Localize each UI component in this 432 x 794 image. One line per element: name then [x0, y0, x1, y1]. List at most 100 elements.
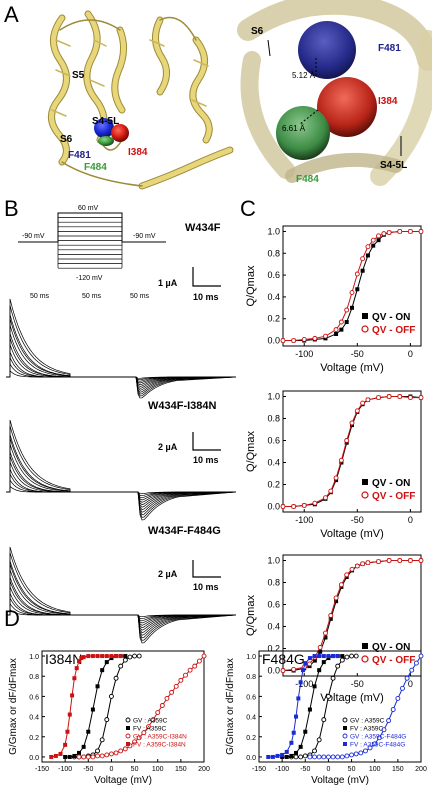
data-point	[339, 754, 345, 760]
data-point	[307, 754, 313, 760]
data-point	[141, 730, 147, 736]
x-tick-label: 0	[408, 515, 413, 525]
data-point	[150, 717, 156, 723]
label-s6-right: S6	[251, 26, 264, 37]
data-point	[114, 654, 119, 659]
data-point	[409, 667, 415, 673]
legend-marker	[362, 479, 368, 485]
data-point	[173, 683, 179, 689]
data-point	[354, 563, 360, 569]
data-point	[312, 748, 317, 754]
data-point	[104, 752, 110, 758]
x-tick-label: -100	[295, 515, 313, 525]
legend: QV - ON QV - OFF	[361, 312, 415, 336]
scale-current-2: 2 µA	[158, 442, 178, 452]
data-point	[376, 233, 381, 239]
x-tick-label: 150	[175, 766, 187, 773]
legend-marker	[343, 726, 347, 730]
data-point	[407, 558, 413, 563]
data-point	[328, 613, 334, 618]
data-point	[67, 754, 72, 759]
data-point	[81, 744, 86, 749]
data-point	[358, 750, 364, 756]
current-trace	[6, 468, 237, 501]
data-point	[76, 754, 82, 760]
data-point	[113, 675, 119, 681]
y-tick-label: 0.2	[267, 644, 280, 654]
current-trace	[6, 569, 237, 634]
data-point	[397, 558, 403, 563]
x-tick-label: 50	[348, 766, 356, 773]
label-s5: S5	[72, 70, 85, 81]
current-trace	[6, 461, 237, 503]
data-point	[291, 666, 297, 672]
legend-marker	[361, 325, 369, 333]
data-point	[298, 754, 304, 760]
data-point	[63, 742, 68, 747]
scale-time-1: 10 ms	[193, 292, 219, 302]
data-point	[118, 748, 124, 754]
legend-label: GV : A359C	[133, 718, 168, 725]
y-tick-label: 0.6	[267, 600, 280, 610]
series-3	[266, 654, 340, 759]
data-point	[284, 754, 289, 759]
legend-marker	[362, 313, 368, 319]
data-point	[289, 740, 294, 745]
y-tick-label: 0.0	[29, 755, 39, 762]
legend-marker	[125, 717, 131, 723]
data-point	[280, 338, 286, 343]
data-point	[407, 229, 413, 234]
data-point	[338, 319, 344, 325]
current-trace	[6, 586, 237, 626]
data-point	[178, 677, 184, 683]
chart-title: I384N	[45, 651, 82, 667]
data-point	[330, 675, 336, 681]
y-tick-label: 0.8	[267, 414, 280, 424]
series-1	[280, 558, 424, 673]
data-point	[312, 684, 317, 689]
data-point	[79, 656, 84, 661]
data-point	[340, 654, 345, 659]
label-i384-left: I384	[128, 147, 148, 158]
data-point	[132, 653, 138, 659]
data-point	[344, 438, 350, 443]
data-point	[127, 654, 133, 660]
data-point	[53, 753, 58, 758]
y-tick-label: 0.6	[267, 436, 280, 446]
y-tick-label: 0.4	[29, 715, 39, 722]
label-f481-left: F481	[68, 150, 91, 161]
data-point	[108, 693, 114, 699]
charts: -100 -50 0 0.0 0.2 0.4 0.6 0.8 1.0 Voltage (mV) Q/…	[8, 225, 427, 786]
data-point	[371, 243, 376, 248]
data-point	[86, 729, 91, 734]
current-traces	[6, 298, 237, 644]
data-point	[81, 655, 86, 660]
data-point	[335, 663, 341, 669]
data-point	[325, 754, 331, 760]
data-point	[132, 739, 138, 745]
data-point	[136, 653, 142, 659]
x-tick-label: 0	[408, 349, 413, 359]
x-tick-label: 100	[152, 766, 164, 773]
data-point	[86, 654, 91, 659]
label-s45l-right: S4-5L	[380, 160, 407, 171]
data-point	[354, 271, 360, 277]
data-point	[280, 504, 286, 509]
data-point	[100, 668, 105, 673]
data-point	[395, 695, 401, 701]
legend-label: QV - OFF	[372, 325, 415, 336]
plot-frame	[282, 390, 422, 513]
y-axis-label: Q/Qmax	[245, 265, 257, 306]
chart-4: -150 -100 -50 0 50 100 150 200 0.0 0.2 0.4 0.6 0.8 1.…	[225, 650, 427, 786]
data-point	[331, 654, 336, 659]
data-point	[90, 654, 95, 659]
data-point	[330, 754, 336, 760]
series-1	[63, 654, 128, 759]
x-tick-label: -50	[83, 766, 93, 773]
data-point	[159, 703, 165, 708]
panel-label-a: A	[4, 2, 19, 27]
x-axis-label: Voltage (mV)	[320, 692, 384, 704]
data-point	[335, 654, 340, 659]
data-point	[291, 504, 297, 509]
data-point	[289, 753, 294, 758]
